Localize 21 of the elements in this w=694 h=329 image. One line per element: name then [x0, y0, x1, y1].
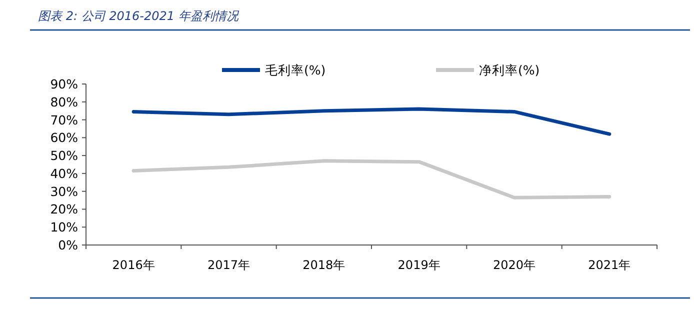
y-tick-label: 70%	[50, 112, 78, 128]
line-series	[132, 159, 612, 200]
chart-title: 图表 2: 公司 2016-2021 年盈利情况	[38, 9, 240, 23]
legend-label: 毛利率(%)	[265, 62, 326, 78]
y-tick-label: 80%	[50, 94, 78, 110]
y-tick-label: 10%	[50, 220, 78, 235]
y-tick-label: 20%	[50, 202, 78, 217]
line-series	[132, 107, 612, 136]
x-tick-label: 2017年	[207, 258, 250, 272]
y-tick-label: 50%	[50, 148, 78, 164]
y-tick-label: 0%	[58, 238, 78, 252]
x-tick-label: 2016年	[112, 258, 155, 272]
y-tick-label: 90%	[50, 76, 78, 92]
x-tick-label: 2019年	[398, 258, 440, 272]
x-tick-label: 2018年	[302, 258, 346, 272]
y-tick-label: 40%	[50, 166, 78, 181]
y-tick-label: 60%	[50, 130, 78, 146]
legend-label: 净利率(%)	[479, 62, 540, 78]
y-tick-label: 30%	[50, 184, 78, 199]
x-tick-label: 2021年	[588, 258, 631, 272]
x-tick-label: 2020年	[492, 258, 536, 272]
